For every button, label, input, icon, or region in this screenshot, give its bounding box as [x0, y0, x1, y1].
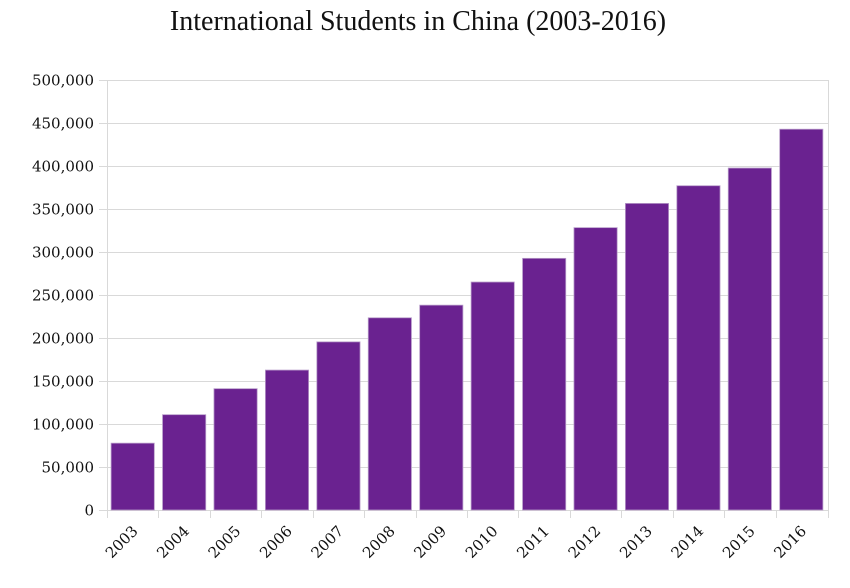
- bar-2013: [625, 203, 670, 511]
- x-tick-label: 2015: [719, 522, 759, 562]
- x-tick-label: 2014: [668, 522, 708, 562]
- bars: [110, 128, 824, 511]
- y-tick-label: 200,000: [32, 330, 94, 348]
- x-tick-label: 2013: [616, 522, 656, 562]
- y-tick-label: 100,000: [32, 416, 94, 434]
- bar-2012: [573, 227, 618, 511]
- y-tick-label: 450,000: [32, 115, 94, 133]
- bar-2009: [419, 304, 464, 511]
- x-tick-label: 2012: [565, 522, 605, 562]
- chart-title: International Students in China (2003-20…: [169, 6, 667, 37]
- bar-2011: [522, 257, 567, 511]
- bar-2003: [110, 442, 155, 511]
- x-tick-label: 2004: [153, 522, 193, 562]
- x-tick-label: 2006: [256, 522, 296, 562]
- bar-2008: [367, 317, 412, 511]
- y-axis-ticks: 0 50,000 100,000 150,000 200,000 250,000 300,0…: [32, 72, 94, 520]
- bar-2015: [727, 167, 772, 511]
- x-tick-label: 2009: [410, 522, 450, 562]
- x-tick-label: 2007: [308, 522, 348, 562]
- bar-2014: [676, 185, 721, 511]
- bar-2005: [213, 388, 258, 511]
- y-tick-label: 300,000: [32, 244, 94, 262]
- x-tick-label: 2011: [513, 522, 553, 562]
- x-tick-label: 2008: [359, 522, 399, 562]
- y-tick-label: 500,000: [32, 72, 94, 90]
- y-tick-label: 250,000: [32, 287, 94, 305]
- y-tick-label: 400,000: [32, 158, 94, 176]
- bar-2004: [162, 414, 207, 511]
- y-tick-label: 150,000: [32, 373, 94, 391]
- bar-2016: [779, 128, 824, 511]
- y-tick-label: 0: [84, 502, 94, 520]
- x-tick-label: 2016: [770, 522, 810, 562]
- y-tick-label: 50,000: [42, 459, 95, 477]
- axes: [107, 80, 829, 518]
- y-tick-label: 350,000: [32, 201, 94, 219]
- bar-2010: [470, 281, 515, 511]
- x-tick-label: 2003: [102, 522, 142, 562]
- x-axis-ticks: 2003 2004 2005 2006 2007 2008 2009 2010 2011 2012…: [102, 510, 810, 562]
- x-tick-label: 2010: [462, 522, 502, 562]
- bar-2006: [264, 369, 309, 511]
- bar-2007: [316, 341, 361, 511]
- x-tick-label: 2005: [205, 522, 245, 562]
